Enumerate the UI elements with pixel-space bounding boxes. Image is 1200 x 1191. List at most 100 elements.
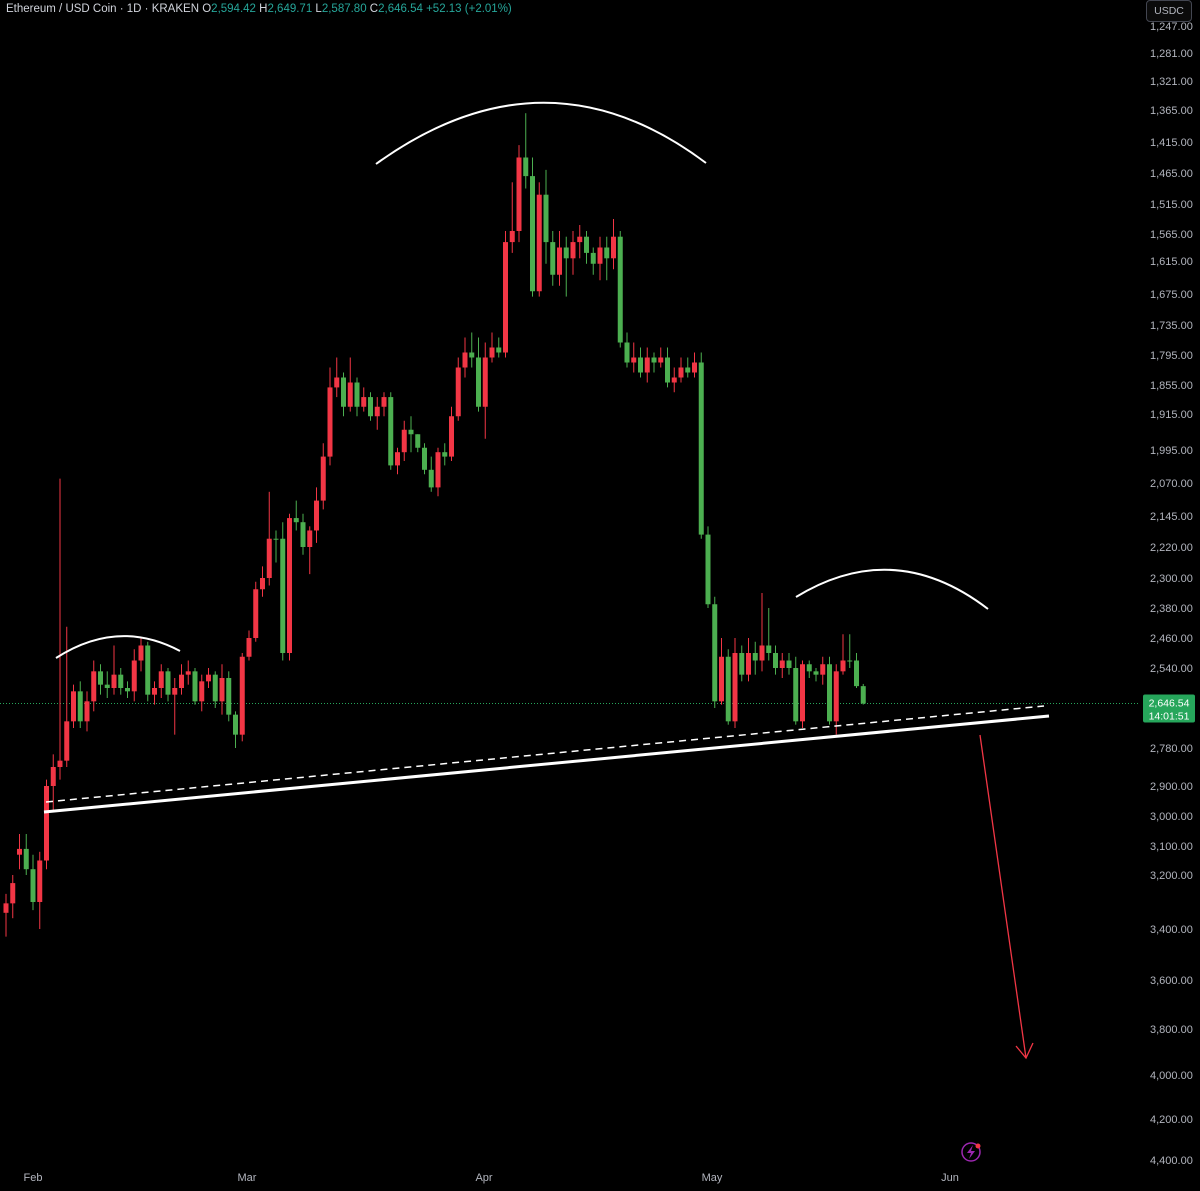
candle: [752, 641, 758, 675]
candle: [449, 406, 454, 461]
candle-body: [631, 357, 637, 363]
candle: [185, 660, 191, 685]
y-axis-tick-label: 3,600.00: [1150, 975, 1193, 987]
y-axis-tick-label: 1,675.00: [1150, 289, 1193, 301]
candle: [550, 231, 556, 286]
price-badge-countdown: 14:01:51: [1149, 711, 1190, 723]
candle-body: [50, 767, 56, 786]
candle: [685, 357, 691, 378]
candle-body: [739, 653, 745, 675]
candle-body: [10, 883, 16, 904]
candle-body: [287, 518, 292, 653]
candle: [408, 416, 414, 453]
high-value: 2,649.71: [267, 3, 313, 15]
candle-body: [219, 678, 225, 702]
candle-body: [246, 638, 252, 657]
candle: [287, 513, 292, 661]
candle-body: [482, 357, 488, 407]
x-axis-tick-label: May: [702, 1172, 723, 1184]
candle: [199, 674, 205, 712]
candle-body: [806, 664, 812, 672]
candle: [820, 656, 826, 685]
candle-body: [91, 671, 97, 702]
candle-body: [813, 671, 819, 675]
candle: [860, 683, 866, 705]
candle: [604, 236, 610, 281]
lightning-icon-ring: [961, 1142, 981, 1162]
y-axis-tick-label: 2,300.00: [1150, 573, 1193, 585]
left-shoulder-arc: [55, 635, 181, 659]
candle-body: [300, 522, 306, 547]
candle: [746, 638, 751, 682]
y-axis-tick-label: 1,915.00: [1150, 409, 1193, 421]
candle-body: [455, 367, 461, 417]
candle: [455, 357, 461, 421]
candle: [145, 641, 151, 702]
candle: [401, 420, 407, 461]
candle-body: [408, 429, 414, 435]
candle: [624, 332, 630, 368]
candle-body: [138, 645, 144, 661]
candle: [131, 649, 137, 702]
candle: [638, 347, 643, 378]
candle: [17, 834, 22, 870]
symbol-title[interactable]: Ethereum / USD Coin · 1D · KRAKEN: [6, 3, 200, 15]
candle: [813, 668, 819, 682]
candle-body: [3, 903, 9, 913]
low-value: 2,587.80: [321, 3, 367, 15]
candle: [3, 893, 9, 937]
candle-body: [584, 236, 589, 253]
candle-body: [98, 671, 103, 685]
y-axis-tick-label: 4,200.00: [1150, 1114, 1193, 1126]
candle-body: [293, 518, 299, 523]
y-axis-tick-label: 1,281.00: [1150, 48, 1193, 60]
candle-body: [104, 684, 110, 688]
candle: [516, 145, 522, 243]
quote-currency-button[interactable]: USDC: [1146, 0, 1192, 22]
candle-body: [617, 236, 623, 343]
x-axis-tick-label: Feb: [24, 1172, 43, 1184]
y-axis-tick-label: 1,735.00: [1150, 320, 1193, 332]
candle-body: [125, 688, 130, 692]
candle-body: [712, 604, 718, 702]
right-shoulder-arc: [795, 568, 989, 610]
candle-body: [476, 357, 481, 407]
y-axis-tick-label: 1,615.00: [1150, 256, 1193, 268]
candle: [320, 443, 326, 510]
candle: [692, 352, 697, 378]
y-axis-tick-label: 1,855.00: [1150, 380, 1193, 392]
candle: [806, 660, 812, 678]
candle: [273, 530, 279, 563]
candle-body: [354, 382, 360, 407]
candle-body: [624, 342, 630, 363]
candle-body: [773, 653, 778, 668]
candle-body: [206, 674, 211, 682]
y-axis-tick-label: 2,460.00: [1150, 633, 1193, 645]
candle: [523, 113, 529, 189]
candle: [469, 332, 475, 368]
candle: [536, 182, 542, 297]
candle: [442, 443, 448, 466]
y-axis-tick-label: 1,415.00: [1150, 137, 1193, 149]
y-axis-tick-label: 2,900.00: [1150, 781, 1193, 793]
candle: [712, 596, 718, 708]
candle: [428, 456, 434, 492]
x-axis-tick-label: Jun: [941, 1172, 959, 1184]
candle-body: [671, 377, 677, 383]
neckline-dashed: [45, 705, 1045, 803]
candle: [152, 681, 157, 705]
candle: [381, 392, 387, 417]
candle-body: [44, 786, 49, 861]
candle: [280, 522, 286, 661]
y-axis-tick-label: 2,380.00: [1150, 603, 1193, 615]
candle-body: [320, 456, 326, 501]
candle-body: [57, 760, 63, 767]
candle-body: [840, 660, 846, 672]
candle-body: [192, 671, 198, 702]
candle-body: [212, 674, 218, 702]
candle-body: [719, 656, 724, 702]
candle: [77, 681, 83, 728]
